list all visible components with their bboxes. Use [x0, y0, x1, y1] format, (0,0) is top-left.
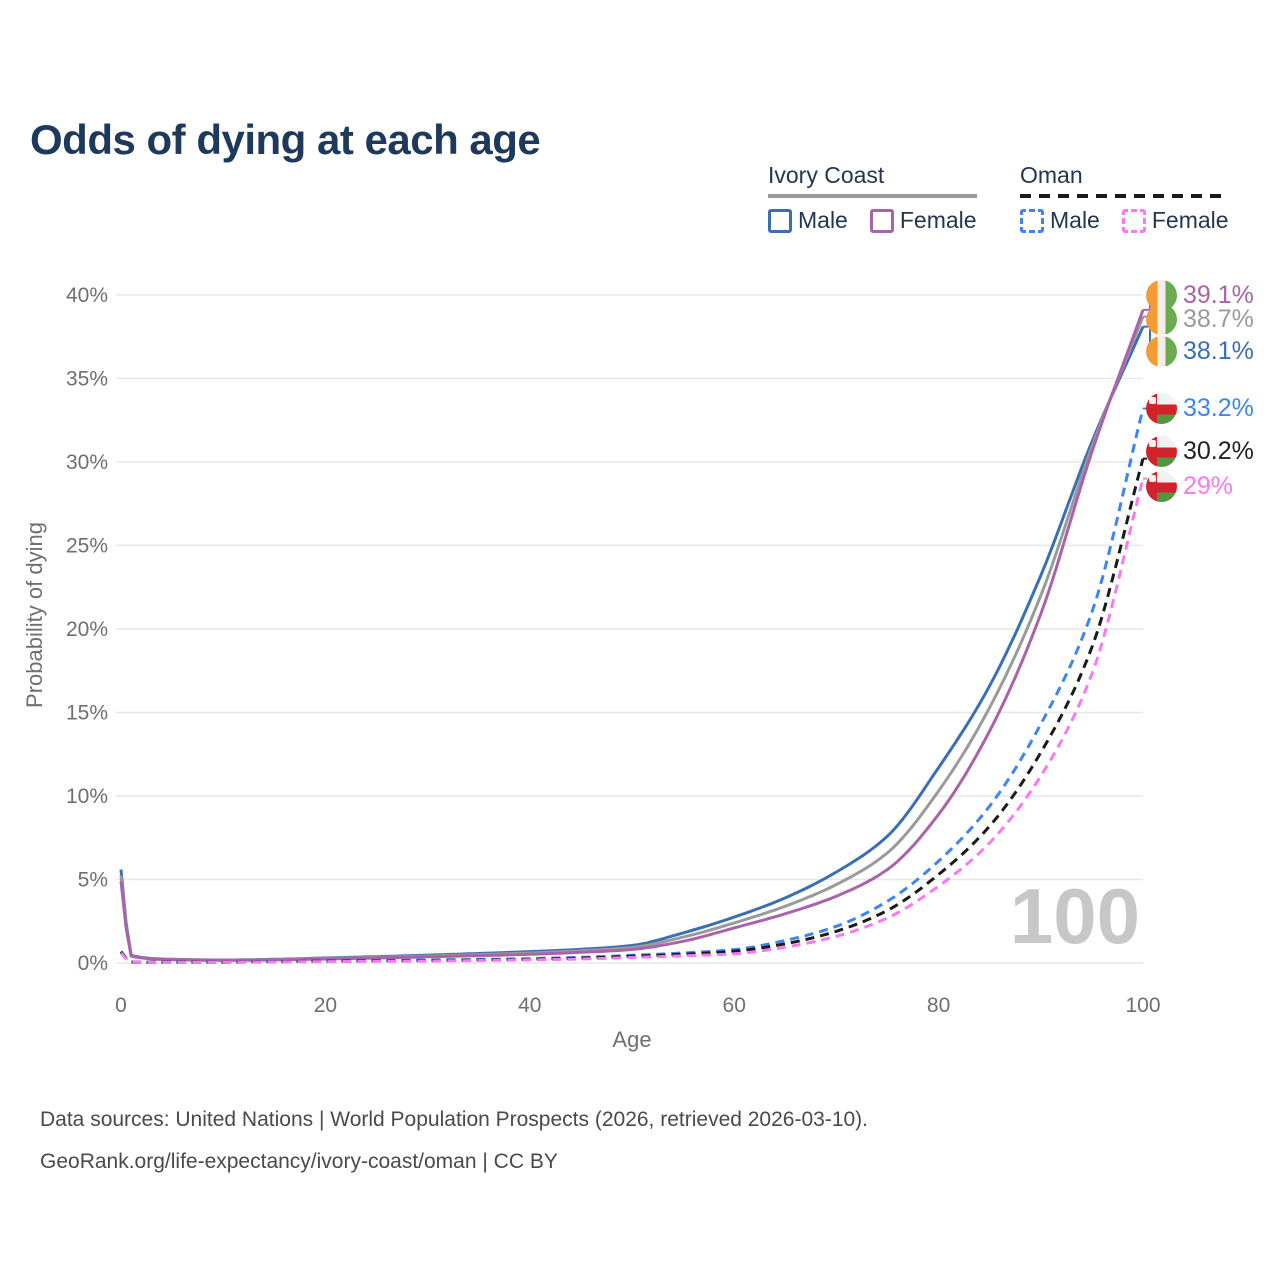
watermark-age-100: 100: [1010, 872, 1140, 960]
ivory-coast-flag-icon: [1146, 303, 1177, 335]
oman-flag-icon: [1146, 435, 1177, 467]
page-title: Odds of dying at each age: [30, 116, 541, 164]
ivory-coast-line-swatch: [768, 194, 977, 198]
x-axis-title: Age: [612, 1027, 651, 1052]
legend-item-label: Female: [1151, 207, 1229, 233]
end-label-ivory-coast-both: 38.7%: [1146, 303, 1254, 335]
oman-female-swatch-icon: [1121, 208, 1146, 233]
legend-item-label: Male: [798, 207, 848, 233]
ivory-coast-male-swatch-icon: [768, 208, 792, 233]
end-label-value: 38.1%: [1183, 336, 1254, 365]
x-tick-label: 40: [518, 994, 541, 1017]
ivory-coast-flag-icon: [1146, 335, 1177, 367]
end-label-value: 39.1%: [1183, 280, 1254, 309]
y-axis-title: Probability of dying: [22, 522, 47, 708]
x-tick-label: 100: [1125, 994, 1160, 1017]
legend-header-ivory-coast: Ivory Coast: [768, 162, 885, 188]
series-line-ivory-coast-male: [119, 325, 1145, 962]
y-tick-label: 5%: [78, 868, 108, 891]
legend-item-ivory-coast-female[interactable]: Female: [869, 207, 977, 234]
oman-flag-icon: [1146, 392, 1177, 424]
oman-flag-icon: [1146, 470, 1177, 502]
attribution-link-text: GeoRank.org/life-expectancy/ivory-coast/…: [40, 1150, 558, 1173]
x-tick-label: 20: [314, 994, 337, 1017]
series-line-oman-female: [119, 478, 1145, 964]
legend-group-oman: Oman Male Female: [1020, 162, 1229, 234]
legend-item-oman-male[interactable]: Male: [1020, 207, 1100, 234]
oman-line-swatch: [1020, 194, 1229, 198]
end-label-ivory-coast-female: 39.1%: [1146, 279, 1254, 311]
legend-item-label: Female: [899, 207, 977, 233]
series-line-ivory-coast-female: [119, 309, 1145, 962]
y-tick-label: 30%: [66, 451, 108, 474]
legend-item-label: Male: [1050, 207, 1100, 233]
x-tick-label: 60: [723, 994, 746, 1017]
end-label-value: 38.7%: [1183, 304, 1254, 333]
end-label-ivory-coast-male: 38.1%: [1146, 335, 1254, 367]
end-label-oman-both: 30.2%: [1146, 435, 1254, 467]
y-tick-label: 10%: [66, 785, 108, 808]
end-label-oman-male: 33.2%: [1146, 392, 1254, 424]
y-tick-label: 40%: [66, 284, 108, 307]
series-line-ivory-coast-both-sexes: [119, 316, 1145, 962]
end-label-value: 29%: [1183, 471, 1234, 500]
legend-header-oman: Oman: [1020, 162, 1083, 188]
y-tick-label: 20%: [66, 618, 108, 641]
ivory-coast-female-swatch-icon: [869, 208, 894, 233]
end-label-oman-female: 29%: [1146, 470, 1233, 502]
y-tick-label: 35%: [66, 367, 108, 390]
legend-item-oman-female[interactable]: Female: [1121, 207, 1229, 234]
legend-item-ivory-coast-male[interactable]: Male: [768, 207, 848, 234]
data-sources-text: Data sources: United Nations | World Pop…: [40, 1108, 869, 1131]
x-tick-label: 80: [927, 994, 950, 1017]
x-tick-label: 0: [115, 994, 127, 1017]
y-tick-label: 15%: [66, 701, 108, 724]
legend-group-ivory-coast: Ivory Coast Male Female: [768, 162, 977, 234]
end-label-value: 30.2%: [1183, 436, 1254, 465]
end-label-value: 33.2%: [1183, 393, 1254, 422]
y-tick-label: 0%: [78, 952, 108, 975]
oman-male-swatch-icon: [1020, 208, 1044, 233]
y-tick-label: 25%: [66, 534, 108, 557]
